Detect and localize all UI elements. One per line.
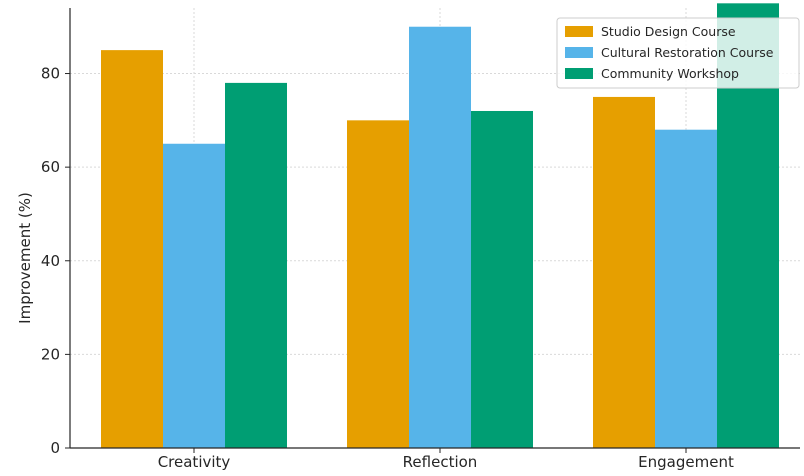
bar xyxy=(347,120,409,448)
y-tick-label: 60 xyxy=(41,158,60,176)
y-tick-label: 0 xyxy=(50,439,60,457)
x-tick-label: Engagement xyxy=(638,453,734,471)
legend-label: Community Workshop xyxy=(601,66,739,81)
legend-label: Studio Design Course xyxy=(601,24,736,39)
legend-label: Cultural Restoration Course xyxy=(601,45,774,60)
x-tick-label: Reflection xyxy=(403,453,478,471)
bar xyxy=(593,96,655,449)
bar xyxy=(655,129,717,448)
legend-swatch xyxy=(565,47,593,58)
bar xyxy=(225,82,287,448)
y-axis-label: Improvement (%) xyxy=(16,192,34,324)
tick-labels: 0 20 40 60 80 Creativity Reflection Engagement xyxy=(41,65,734,471)
bars xyxy=(101,3,779,449)
legend-swatch xyxy=(565,26,593,37)
y-tick-label: 40 xyxy=(41,252,60,270)
y-tick-label: 20 xyxy=(41,345,60,363)
bar xyxy=(409,26,471,449)
bar xyxy=(471,110,533,448)
bar xyxy=(101,50,163,449)
bar xyxy=(163,143,225,448)
x-tick-label: Creativity xyxy=(158,453,231,471)
legend: Studio Design Course Cultural Restoration… xyxy=(556,17,800,89)
legend-swatch xyxy=(565,68,593,79)
axes xyxy=(65,8,800,453)
legend-box xyxy=(556,17,800,89)
y-tick-label: 80 xyxy=(41,65,60,83)
